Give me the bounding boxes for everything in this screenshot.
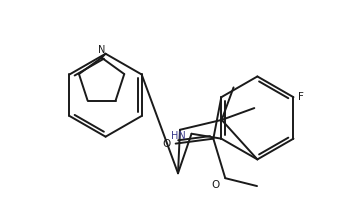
Text: N: N: [98, 45, 105, 55]
Text: F: F: [299, 92, 304, 102]
Text: HN: HN: [171, 131, 185, 141]
Text: O: O: [163, 139, 171, 149]
Text: O: O: [211, 180, 219, 190]
